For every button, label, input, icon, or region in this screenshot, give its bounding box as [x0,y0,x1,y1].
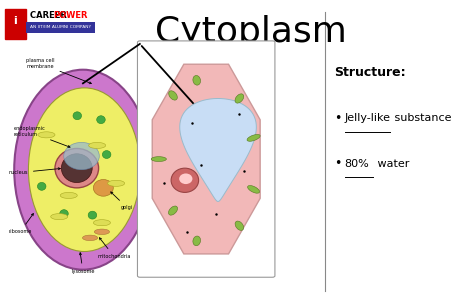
Text: •: • [334,112,342,125]
FancyBboxPatch shape [137,41,275,277]
Ellipse shape [151,157,166,161]
Ellipse shape [28,88,140,251]
Ellipse shape [14,70,152,270]
Ellipse shape [64,142,99,170]
Text: plasma cell
membrane: plasma cell membrane [26,58,91,84]
Ellipse shape [82,235,98,241]
Ellipse shape [97,116,105,124]
Ellipse shape [179,173,192,184]
Text: golgi: golgi [111,192,133,210]
Ellipse shape [94,229,109,235]
Ellipse shape [193,75,201,85]
Ellipse shape [235,221,244,230]
Text: ribosome: ribosome [9,214,33,234]
Ellipse shape [247,135,260,141]
Ellipse shape [235,94,244,103]
Ellipse shape [73,112,82,120]
Ellipse shape [89,142,106,148]
Text: POWER: POWER [53,11,88,20]
FancyBboxPatch shape [5,9,26,39]
Text: Jelly-like: Jelly-like [345,113,391,123]
Ellipse shape [38,132,55,138]
Ellipse shape [247,185,260,193]
Text: Structure:: Structure: [334,66,406,79]
Text: nucleus: nucleus [9,168,60,175]
Text: i: i [13,16,17,26]
Text: mitochondria: mitochondria [97,238,130,258]
Ellipse shape [169,91,177,100]
Text: Cytoplasm: Cytoplasm [155,15,347,49]
Text: endoplasmic
reticulum: endoplasmic reticulum [13,126,70,147]
Ellipse shape [93,220,110,226]
Ellipse shape [93,179,113,196]
Ellipse shape [193,236,201,246]
Text: 80%: 80% [345,158,369,169]
Ellipse shape [102,151,111,158]
Text: AN IIT/IIM ALUMNI COMPANY: AN IIT/IIM ALUMNI COMPANY [30,25,91,29]
Ellipse shape [55,148,99,188]
Ellipse shape [88,211,97,219]
Text: •: • [334,157,342,170]
Ellipse shape [60,192,77,198]
Ellipse shape [168,206,178,215]
Polygon shape [152,64,260,254]
Ellipse shape [61,154,92,182]
Ellipse shape [37,182,46,190]
Text: CAREER: CAREER [30,11,70,20]
Text: water: water [374,158,409,169]
Text: lysosome: lysosome [71,253,95,274]
Ellipse shape [51,214,68,220]
Ellipse shape [108,180,125,186]
Polygon shape [180,98,256,201]
Text: substance: substance [391,113,452,123]
Ellipse shape [60,210,68,218]
Ellipse shape [171,168,199,192]
